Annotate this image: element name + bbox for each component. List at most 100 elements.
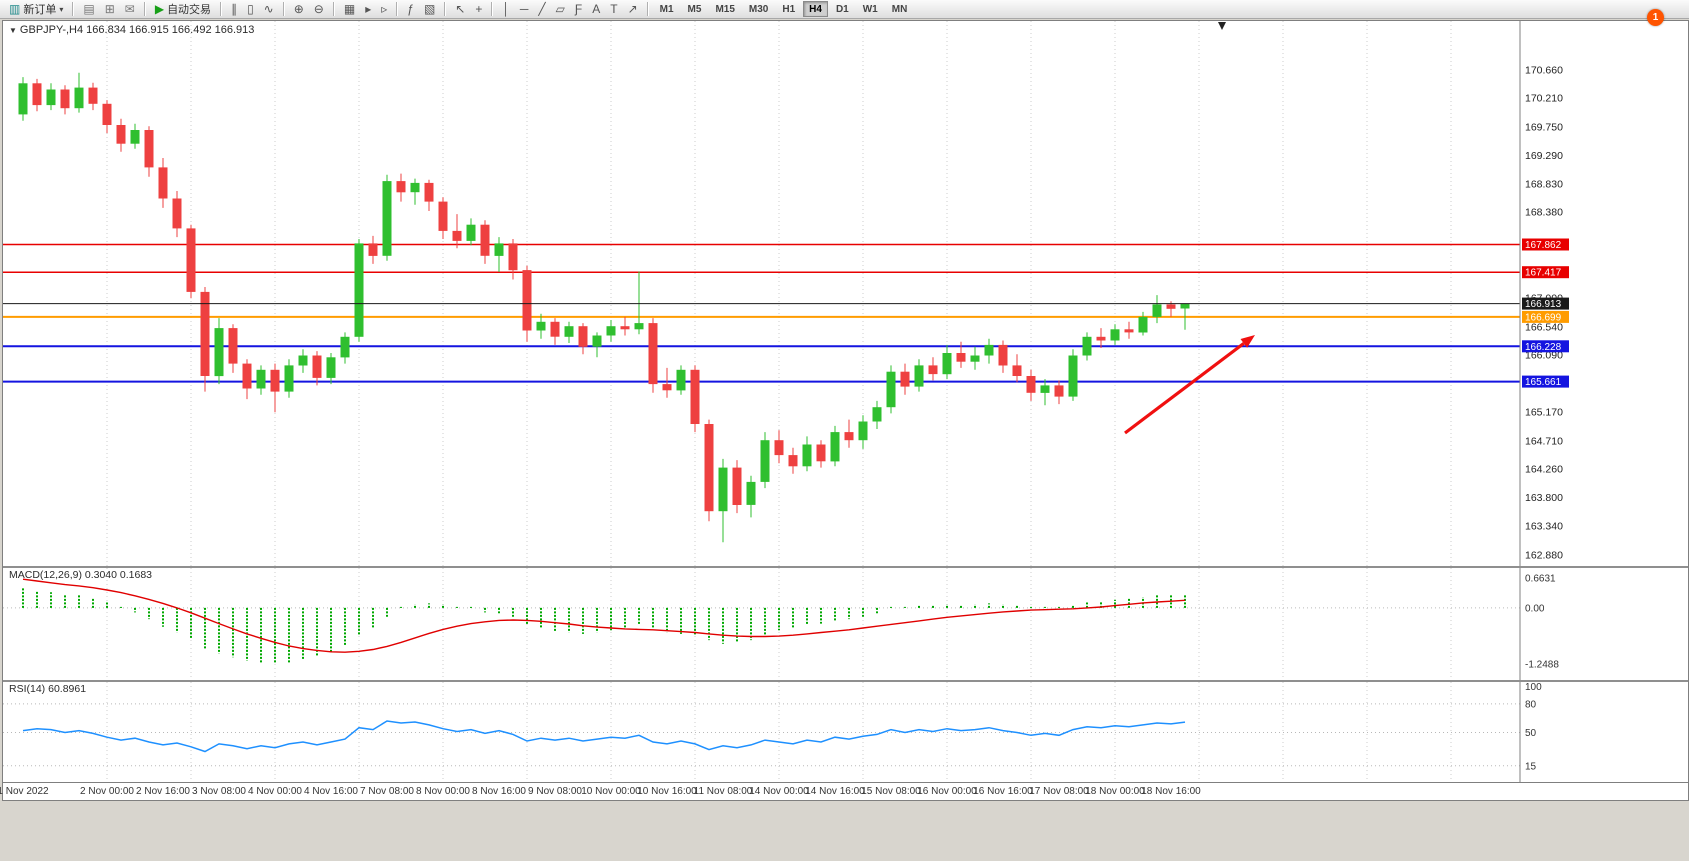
panel-splitter[interactable] [3, 680, 1688, 682]
line-chart-button[interactable]: ∿ [260, 1, 278, 17]
candlestick-chart-button[interactable]: ▯ [243, 1, 258, 17]
chart-shift-marker[interactable] [1218, 22, 1226, 30]
market-watch-button[interactable]: ▤ [79, 1, 98, 17]
macd-signal-line [22, 578, 1186, 653]
timeframe-w1[interactable]: W1 [857, 1, 884, 17]
time-label: 10 Nov 16:00 [637, 786, 697, 797]
rsi-axis-label: 50 [1525, 728, 1537, 739]
templates-button[interactable]: ▧ [420, 1, 439, 17]
time-label: 8 Nov 16:00 [472, 786, 526, 797]
toolbar-separator [444, 2, 447, 16]
rsi-chart[interactable]: 100 80 50 15 [3, 682, 1688, 782]
toolbar-separator [332, 2, 335, 16]
price-chart[interactable]: 170.660 170.210 169.750 169.290 168.830 168.3… [3, 21, 1688, 566]
price-axis-label: 169.290 [1525, 150, 1563, 162]
fibonacci-tool-icon: Ƒ [574, 2, 583, 16]
price-badge-label: 165.661 [1525, 377, 1562, 388]
templates-icon: ▧ [423, 2, 436, 16]
price-badge-label: 166.913 [1525, 299, 1562, 310]
timeframe-h4[interactable]: H4 [803, 1, 828, 17]
timeframe-mn[interactable]: MN [886, 1, 914, 17]
indicators-button[interactable]: ƒ [403, 1, 418, 17]
price-axis-label: 168.830 [1525, 179, 1563, 191]
trend-arrow-head [1240, 335, 1255, 348]
time-axis: 1 Nov 2022 2 Nov 00:00 2 Nov 16:00 3 Nov 08… [0, 782, 1688, 800]
zoom-in-button[interactable]: ⊕ [290, 1, 308, 17]
price-axis-label: 168.380 [1525, 207, 1563, 219]
indicators-icon: ƒ [407, 2, 414, 16]
data-window-icon: ⊞ [104, 2, 115, 16]
panel-splitter[interactable] [3, 566, 1688, 568]
crosshair-icon: + [475, 2, 483, 16]
price-axis-label: 163.800 [1525, 492, 1563, 504]
timeframe-m1[interactable]: M1 [654, 1, 680, 17]
toolbar-separator [143, 2, 146, 16]
timeframe-d1[interactable]: D1 [830, 1, 855, 17]
macd-axis-label: -1.2488 [1525, 659, 1559, 670]
macd-chart[interactable]: 0.6631 0.00 -1.2488 [3, 568, 1688, 680]
timeframe-m5[interactable]: M5 [682, 1, 708, 17]
tile-windows-button[interactable]: ▦ [340, 1, 359, 17]
trendline-tool-icon: ╱ [538, 2, 546, 16]
auto-trading-icon: ▶ [154, 2, 165, 16]
new-order-button[interactable]: ▥ 新订单 ▾ [5, 1, 67, 17]
macd-label: MACD(12,26,9) [9, 569, 82, 581]
macd-histogram [22, 587, 1186, 664]
crosshair-button[interactable]: + [471, 1, 486, 17]
rsi-label-row: RSI(14) 60.8961 [9, 683, 86, 695]
timeframe-m30[interactable]: M30 [743, 1, 774, 17]
horizontal-line-tool-button[interactable]: ─ [516, 1, 533, 17]
candlestick-chart-icon: ▯ [247, 2, 254, 16]
fibonacci-tool-button[interactable]: Ƒ [571, 1, 586, 17]
time-label: 18 Nov 00:00 [1085, 786, 1145, 797]
toolbar-separator [646, 2, 649, 16]
price-badge-resistance-2 [1522, 266, 1569, 279]
price-badge-label: 167.417 [1525, 268, 1562, 279]
cursor-button[interactable]: ↖ [451, 1, 469, 17]
macd-axis-label: 0.00 [1525, 603, 1545, 614]
chart-symbol-label: GBPJPY-,H4 [19, 24, 84, 36]
line-chart-icon: ∿ [263, 2, 274, 16]
trendline-tool-button[interactable]: ╱ [534, 1, 549, 17]
data-window-button[interactable]: ⊞ [101, 1, 119, 17]
chart-shift-button[interactable]: ▹ [377, 1, 391, 17]
auto-scroll-button[interactable]: ▸ [361, 1, 375, 17]
time-label: 14 Nov 00:00 [749, 786, 809, 797]
zoom-out-button[interactable]: ⊖ [310, 1, 328, 17]
new-order-icon: ▥ [9, 2, 21, 16]
chart-window: 170.660 170.210 169.750 169.290 168.830 168.3… [0, 20, 1689, 801]
trend-arrow[interactable] [1124, 342, 1245, 435]
price-badge-current-price [1522, 297, 1569, 310]
price-badge-resistance-1 [1522, 238, 1569, 251]
time-label: 7 Nov 08:00 [360, 786, 414, 797]
new-order-label: 新订单 [23, 4, 57, 16]
navigator-button[interactable]: ✉ [121, 1, 139, 17]
channel-tool-button[interactable]: ▱ [552, 1, 569, 17]
market-watch-icon: ▤ [83, 2, 95, 16]
time-label: 16 Nov 00:00 [917, 786, 977, 797]
notification-badge[interactable]: 1 [1647, 9, 1664, 26]
one-click-trading-toggle[interactable]: ▼ [9, 26, 17, 35]
vertical-line-tool-button[interactable]: │ [498, 1, 514, 17]
arrow-tool-button[interactable]: ↗ [624, 1, 642, 17]
text-tool-button[interactable]: A [588, 1, 604, 17]
zoom-in-icon: ⊕ [293, 2, 304, 16]
arrow-tool-icon: ↗ [627, 2, 638, 16]
rsi-axis-label: 100 [1525, 682, 1542, 693]
timeframe-h1[interactable]: H1 [776, 1, 801, 17]
toolbar-separator [220, 2, 223, 16]
zoom-out-icon: ⊖ [313, 2, 324, 16]
chart-title-row: ▼ GBPJPY-,H4 166.834 166.915 166.492 166.… [9, 24, 254, 36]
time-label: 8 Nov 00:00 [416, 786, 470, 797]
price-axis-label: 163.340 [1525, 521, 1563, 533]
time-label: 15 Nov 08:00 [861, 786, 921, 797]
timeframe-m15[interactable]: M15 [709, 1, 740, 17]
bar-chart-button[interactable]: ∥ [227, 1, 241, 17]
time-label: 14 Nov 16:00 [805, 786, 865, 797]
auto-trading-button[interactable]: ▶ 自动交易 [151, 1, 215, 17]
time-label: 18 Nov 16:00 [1141, 786, 1201, 797]
label-tool-button[interactable]: T [606, 1, 621, 17]
time-label: 3 Nov 08:00 [192, 786, 246, 797]
price-axis-label: 164.260 [1525, 463, 1563, 475]
